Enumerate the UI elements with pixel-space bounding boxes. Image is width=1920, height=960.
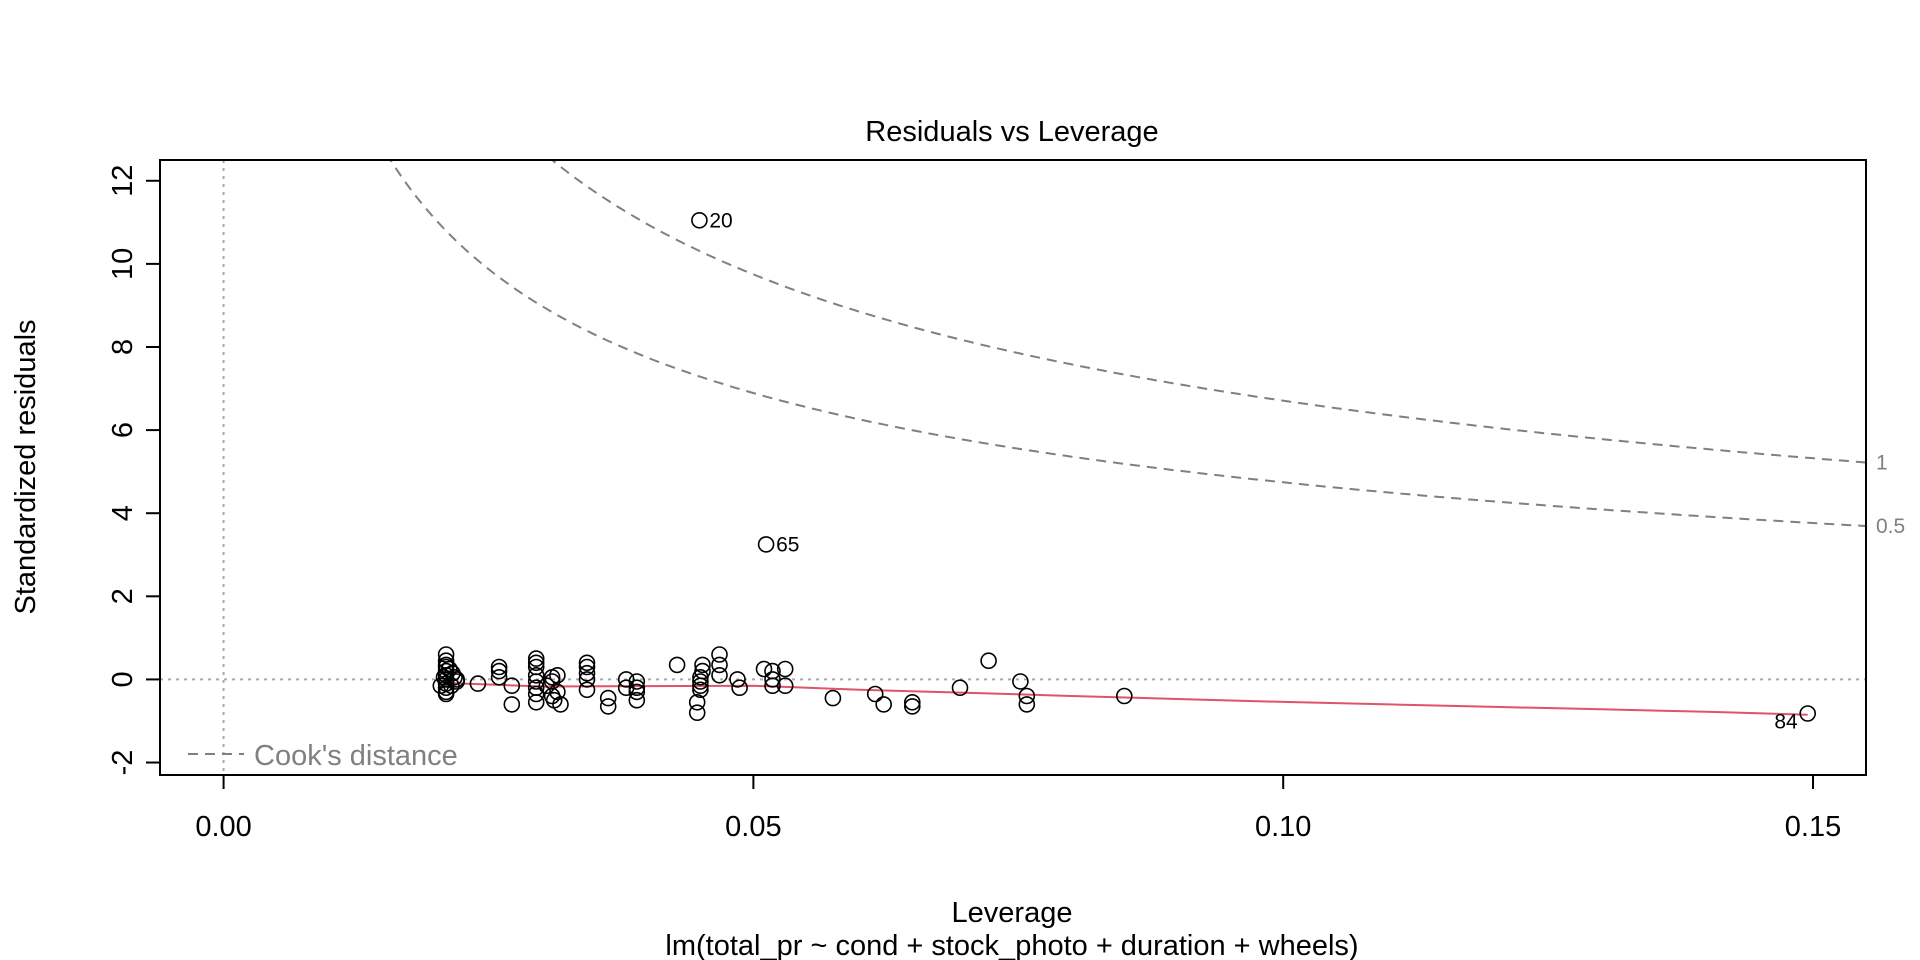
x-tick-label: 0.00 bbox=[195, 811, 251, 843]
data-point bbox=[866, 685, 884, 703]
data-point bbox=[711, 656, 728, 674]
data-point bbox=[951, 679, 969, 697]
data-point bbox=[599, 689, 617, 707]
data-point bbox=[628, 679, 646, 697]
cooks-distance-contour bbox=[389, 160, 1866, 527]
data-point bbox=[668, 656, 686, 674]
data-point bbox=[552, 696, 569, 713]
y-tick-label: 8 bbox=[107, 339, 139, 355]
data-point bbox=[628, 683, 646, 701]
data-point bbox=[1012, 673, 1029, 690]
y-tick-label: 10 bbox=[107, 248, 139, 280]
data-point bbox=[503, 677, 521, 695]
y-tick-label: 0 bbox=[107, 671, 139, 687]
data-point bbox=[776, 660, 794, 678]
x-tick-label: 0.10 bbox=[1255, 811, 1311, 843]
data-point bbox=[490, 662, 508, 680]
data-point bbox=[1018, 687, 1036, 705]
data-point bbox=[731, 679, 748, 697]
point-label: 84 bbox=[1774, 711, 1798, 734]
data-point bbox=[688, 704, 706, 722]
data-point bbox=[527, 666, 545, 684]
data-point-labeled bbox=[757, 536, 775, 553]
smoother-line bbox=[440, 681, 1808, 716]
data-point bbox=[824, 689, 842, 707]
contour-label: 1 bbox=[1876, 451, 1888, 474]
data-point bbox=[599, 698, 617, 715]
data-point bbox=[903, 693, 921, 711]
data-point bbox=[875, 696, 893, 713]
data-point bbox=[1018, 696, 1036, 713]
data-point bbox=[527, 650, 545, 667]
data-point bbox=[469, 675, 487, 692]
y-tick-label: 4 bbox=[107, 505, 139, 521]
data-point bbox=[692, 681, 709, 699]
data-point bbox=[549, 666, 566, 684]
x-axis-label: Leverage bbox=[952, 897, 1073, 929]
data-point bbox=[1116, 687, 1133, 705]
legend: Cook's distance bbox=[188, 740, 458, 772]
model-formula-subtitle: lm(total_pr ~ cond + stock_photo + durat… bbox=[665, 930, 1358, 960]
data-point bbox=[980, 652, 997, 670]
contour-label: 0.5 bbox=[1876, 515, 1905, 538]
x-axis: 0.00 0.05 0.10 0.15 bbox=[195, 774, 1841, 843]
data-point bbox=[628, 673, 646, 690]
y-tick-label: 6 bbox=[107, 422, 139, 438]
data-point bbox=[755, 660, 773, 678]
data-point bbox=[617, 671, 635, 688]
y-axis: -2 0 2 4 6 8 10 12 bbox=[107, 165, 161, 776]
data-point bbox=[776, 677, 794, 695]
data-point bbox=[729, 671, 746, 688]
data-point bbox=[490, 658, 508, 676]
data-point bbox=[692, 673, 709, 690]
x-tick-label: 0.15 bbox=[1785, 811, 1841, 843]
data-point bbox=[503, 696, 521, 713]
data-point bbox=[437, 662, 455, 680]
data-point bbox=[527, 673, 545, 690]
data-point bbox=[527, 693, 545, 711]
y-tick-label: -2 bbox=[107, 750, 139, 776]
data-point bbox=[437, 658, 455, 676]
data-point bbox=[578, 658, 596, 676]
data-point bbox=[527, 685, 545, 703]
data-point bbox=[448, 671, 466, 688]
y-tick-label: 2 bbox=[107, 588, 139, 604]
data-point bbox=[549, 683, 566, 701]
point-label: 65 bbox=[776, 533, 799, 556]
data-point bbox=[764, 677, 781, 695]
data-point bbox=[711, 666, 728, 684]
data-point bbox=[578, 681, 596, 699]
data-point bbox=[694, 662, 711, 680]
data-point bbox=[711, 646, 728, 663]
data-point bbox=[628, 691, 646, 709]
data-point bbox=[694, 656, 711, 674]
data-point bbox=[578, 654, 596, 672]
data-point bbox=[443, 677, 460, 695]
data-point bbox=[688, 693, 706, 711]
data-point-labeled bbox=[1799, 705, 1816, 722]
data-point bbox=[490, 668, 508, 686]
data-point bbox=[578, 664, 596, 682]
chart-title: Residuals vs Leverage bbox=[865, 116, 1158, 148]
y-tick-label: 12 bbox=[107, 165, 139, 197]
y-axis-label: Standardized residuals bbox=[10, 319, 42, 614]
x-tick-label: 0.05 bbox=[725, 811, 781, 843]
data-point bbox=[903, 698, 921, 715]
data-point bbox=[437, 685, 455, 703]
data-point bbox=[578, 671, 596, 688]
point-label: 20 bbox=[709, 209, 732, 232]
data-point-labeled bbox=[691, 212, 708, 229]
legend-label: Cook's distance bbox=[254, 740, 458, 772]
data-point bbox=[527, 654, 545, 672]
cooks-distance-contour bbox=[550, 160, 1866, 464]
